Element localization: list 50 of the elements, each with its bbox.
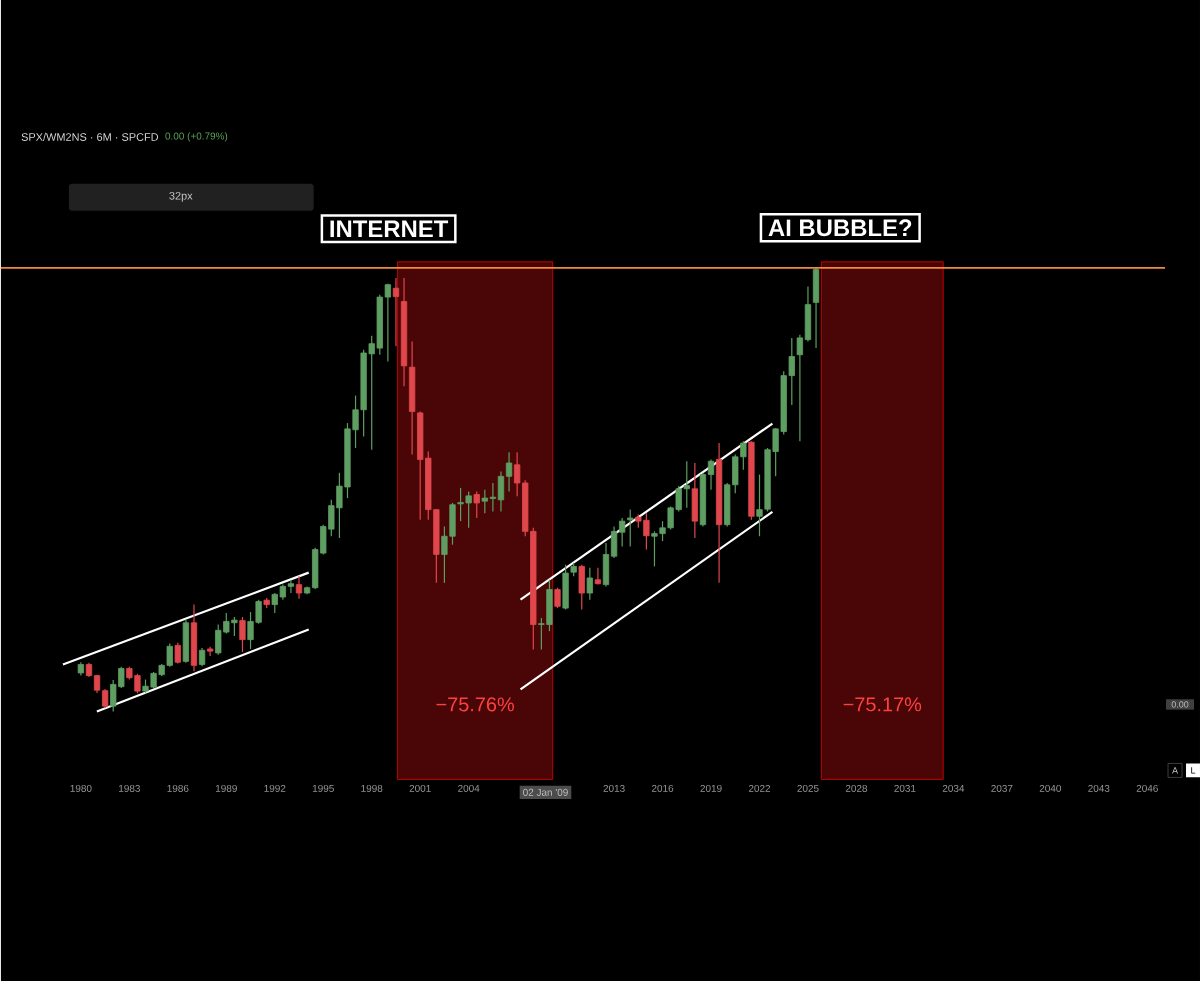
text: 32px <box>169 191 193 202</box>
candlestick <box>707 458 715 491</box>
candlestick <box>198 647 206 667</box>
x-tick-label: 2004 <box>458 784 480 792</box>
text: AI BUBBLE? <box>768 219 912 237</box>
x-tick-label: 2040 <box>1039 784 1061 792</box>
candlestick <box>392 277 400 347</box>
candlestick <box>594 567 602 586</box>
candlestick <box>473 490 480 519</box>
candlestick <box>554 586 561 609</box>
candlestick <box>174 642 181 665</box>
candlestick <box>497 470 505 512</box>
x-tick-label: 1986 <box>167 784 189 792</box>
candlestick <box>101 688 109 709</box>
x-tick-label: 2043 <box>1088 784 1110 792</box>
chart-subtitle: 0.00 (+0.79%) <box>165 132 228 142</box>
x-tick-label: 1980 <box>70 784 92 792</box>
candlestick <box>295 575 303 600</box>
x-tick-label: 2025 <box>797 784 819 792</box>
x-tick-label: 2034 <box>942 784 965 792</box>
x-tick-label: 1995 <box>312 784 334 792</box>
candlestick <box>239 616 246 653</box>
candlestick <box>287 579 295 594</box>
x-tick-label: 2037 <box>991 784 1013 792</box>
text: 0.00 <box>1171 701 1189 708</box>
candlestick <box>619 517 626 547</box>
x-tick-label: 1983 <box>119 784 140 792</box>
candlestick <box>207 646 214 657</box>
candlestick <box>796 334 804 442</box>
candlestick <box>505 451 513 492</box>
candlestick <box>586 567 593 601</box>
text: A <box>1172 767 1178 774</box>
chart-title: SPX/WM2NS · 6M · SPCFD <box>21 132 159 141</box>
x-tick-label: 2019 <box>700 784 722 792</box>
band-label: −75.76% <box>436 697 514 712</box>
text: INTERNET <box>330 220 449 237</box>
x-tick-label: 2028 <box>845 784 868 792</box>
x-tick-label: 2022 <box>748 784 771 792</box>
x-tick-label: 2016 <box>651 784 674 792</box>
x-tick-label: 1989 <box>215 784 237 792</box>
text: 02 Jan '09 <box>523 788 568 796</box>
x-tick-label: 2001 <box>409 784 431 792</box>
candlestick <box>627 508 634 547</box>
band-label: −75.17% <box>843 697 922 712</box>
text: L <box>1191 767 1196 774</box>
x-tick-label: 2013 <box>603 784 625 792</box>
x-tick-label: 2046 <box>1136 784 1158 792</box>
x-tick-label: 1992 <box>264 784 286 792</box>
x-tick-label: 1998 <box>361 784 383 792</box>
x-tick-label: 2031 <box>894 784 916 792</box>
